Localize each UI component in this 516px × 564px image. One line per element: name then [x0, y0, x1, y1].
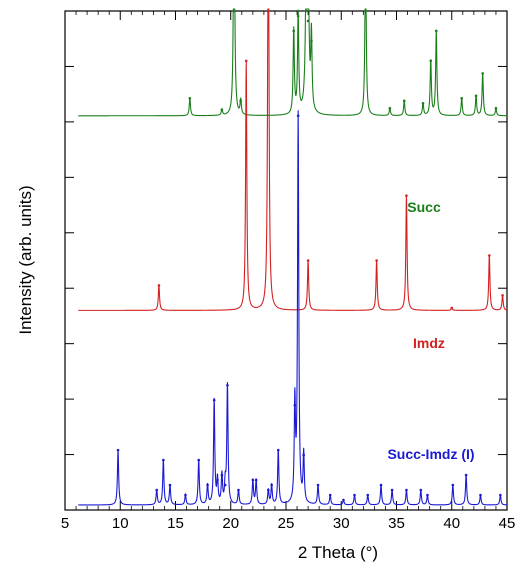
x-tick-label: 15 — [167, 515, 184, 532]
peak-point — [223, 483, 227, 487]
series-line — [78, 8, 508, 311]
peak-point — [197, 458, 201, 462]
peak-point — [316, 483, 320, 487]
peak-point — [405, 488, 408, 492]
peak-point — [267, 488, 270, 492]
x-tick-label: 20 — [222, 515, 239, 532]
peak-point — [270, 483, 273, 487]
peak-point — [450, 306, 454, 310]
x-tick-label: 10 — [112, 515, 129, 532]
x-tick-label: 45 — [499, 515, 516, 532]
peak-point — [481, 72, 484, 75]
peak-point — [226, 383, 229, 387]
peak-point — [388, 107, 392, 110]
peak-point — [168, 483, 172, 487]
plot-frame — [64, 10, 508, 511]
peak-point — [206, 483, 209, 487]
peak-point — [364, 9, 367, 13]
peak-point — [296, 14, 300, 18]
axis-ticks — [64, 11, 508, 510]
series-group — [78, 8, 508, 506]
series-label: Imdz — [413, 335, 445, 351]
peak-point — [232, 9, 236, 13]
peak-point — [310, 39, 313, 43]
peak-point — [244, 59, 248, 63]
peak-point — [451, 483, 455, 487]
peak-point — [292, 29, 296, 33]
peak-point — [499, 493, 502, 497]
peak-point — [220, 108, 224, 112]
series-labels-group: Succ Imdz Succ-Imdz (I) — [387, 199, 474, 462]
peak-point — [306, 259, 310, 262]
peak-point — [366, 493, 370, 497]
peak-point — [402, 99, 406, 103]
peak-point — [464, 473, 468, 477]
peak-point — [157, 284, 161, 287]
peak-point — [293, 403, 297, 407]
x-tick-labels: 5 10 15 20 25 30 35 40 45 — [61, 515, 516, 532]
peak-point — [342, 498, 345, 502]
x-axis-title: 2 Theta (°) — [298, 543, 378, 562]
peak-point — [302, 453, 305, 457]
series-line — [78, 8, 507, 117]
peak-point — [390, 488, 394, 492]
peak-point — [188, 97, 192, 100]
peak-point — [474, 94, 478, 98]
peak-point — [184, 493, 187, 497]
peak-point — [419, 488, 423, 492]
x-tick-label: 25 — [278, 515, 295, 532]
peak-point — [328, 493, 332, 497]
peak-point — [488, 254, 491, 257]
peak-point — [162, 458, 165, 462]
peak-point — [296, 114, 300, 118]
peak-point — [254, 478, 258, 482]
peak-point — [306, 19, 310, 23]
peak-point — [220, 473, 224, 477]
peak-point — [212, 398, 216, 402]
x-tick-label: 40 — [443, 515, 460, 532]
peak-point — [405, 194, 408, 197]
peak-point — [379, 483, 383, 487]
peak-point — [116, 448, 120, 452]
peak-point — [353, 493, 356, 497]
series-label: Succ-Imdz (I) — [387, 446, 474, 462]
x-tick-label: 5 — [61, 515, 69, 532]
y-axis-title: Intensity (arb. units) — [16, 185, 35, 334]
peak-point — [276, 448, 280, 452]
peak-point — [460, 97, 463, 100]
series-line — [78, 110, 508, 506]
peak-point — [237, 488, 240, 492]
peak-point — [494, 107, 498, 110]
peak-point — [239, 99, 242, 103]
peak-point — [375, 259, 378, 262]
x-tick-label: 35 — [388, 515, 405, 532]
peak-point — [429, 59, 433, 63]
peak-point — [216, 478, 219, 482]
x-tick-label: 30 — [333, 515, 350, 532]
peak-point — [426, 493, 429, 497]
peak-point — [434, 29, 438, 33]
peak-point — [421, 102, 425, 105]
peak-point — [155, 488, 159, 492]
peak-point — [267, 9, 270, 13]
peak-point — [305, 9, 309, 13]
peak-point — [501, 294, 504, 297]
peak-point — [479, 493, 482, 497]
series-label: Succ — [407, 199, 441, 215]
peak-point — [251, 478, 255, 482]
